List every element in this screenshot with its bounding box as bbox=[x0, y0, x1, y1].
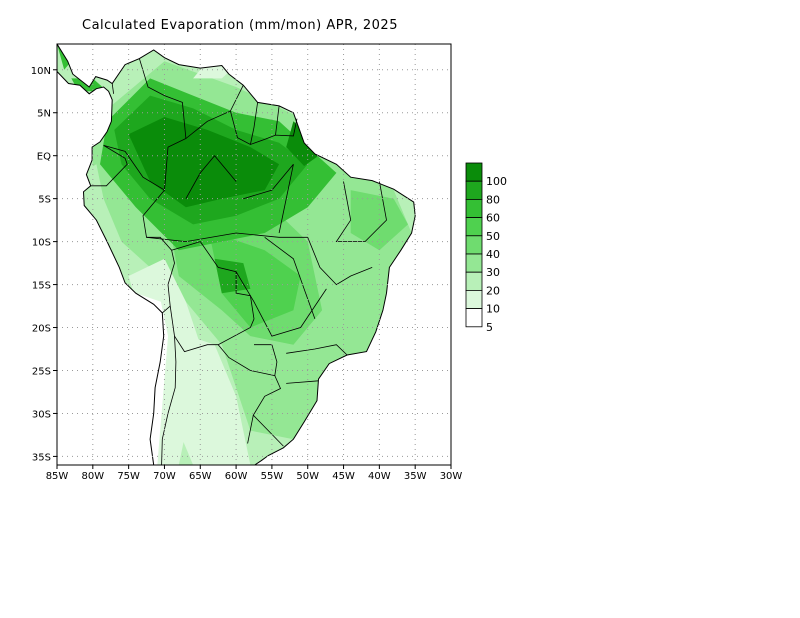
legend-swatch-20 bbox=[465, 271, 483, 291]
lat-tick-label: 15S bbox=[32, 281, 51, 292]
country-border bbox=[103, 58, 187, 191]
latitude-axis: 10N 5N EQ 5S 10S 15S 20S 25S 30S 35S bbox=[31, 66, 57, 463]
evap-zone-10 bbox=[164, 327, 251, 465]
legend-swatch-80 bbox=[465, 180, 483, 200]
lon-tick-label: 65W bbox=[189, 471, 212, 482]
lat-tick-label: 30S bbox=[32, 409, 51, 420]
country-border bbox=[264, 236, 316, 320]
lon-tick-label: 75W bbox=[117, 471, 140, 482]
legend-label-5: 5 bbox=[486, 321, 493, 334]
lat-tick-label: 35S bbox=[32, 452, 51, 463]
lon-tick-label: 80W bbox=[82, 471, 105, 482]
color-legend: 100 80 60 50 40 30 20 10 5 bbox=[465, 162, 507, 334]
lon-tick-label: 85W bbox=[46, 471, 69, 482]
legend-label-30: 30 bbox=[486, 266, 500, 279]
country-border bbox=[286, 344, 348, 356]
evap-zone-80 bbox=[214, 258, 251, 294]
legend-label-100: 100 bbox=[486, 175, 507, 188]
country-border bbox=[335, 181, 387, 242]
lon-tick-label: 60W bbox=[225, 471, 248, 482]
legend-label-20: 20 bbox=[486, 284, 500, 297]
country-border bbox=[169, 241, 255, 353]
country-border bbox=[235, 271, 327, 337]
country-border bbox=[286, 380, 319, 384]
legend-swatch-100 bbox=[465, 162, 483, 182]
lat-tick-label: 20S bbox=[32, 324, 51, 335]
land-shading bbox=[57, 44, 416, 465]
country-border bbox=[307, 237, 373, 286]
country-border bbox=[161, 336, 177, 465]
country-border bbox=[90, 145, 128, 187]
country-border bbox=[243, 164, 294, 234]
legend-swatch-60 bbox=[465, 198, 483, 218]
lon-tick-label: 35W bbox=[404, 471, 427, 482]
legend-swatch-50 bbox=[465, 217, 483, 237]
legend-label-60: 60 bbox=[486, 212, 500, 225]
map-frame bbox=[56, 43, 452, 466]
legend-label-50: 50 bbox=[486, 230, 500, 243]
legend-label-80: 80 bbox=[486, 193, 500, 206]
evaporation-fields bbox=[57, 44, 416, 465]
country-border bbox=[252, 375, 284, 447]
country-border bbox=[111, 83, 114, 94]
country-borders bbox=[90, 58, 387, 465]
country-border bbox=[275, 105, 280, 136]
country-border bbox=[250, 102, 258, 145]
longitude-axis: 85W 80W 75W 70W 65W 60W 55W 50W 45W 40W 35W 30W bbox=[46, 465, 463, 482]
country-border bbox=[185, 155, 237, 199]
lon-tick-label: 70W bbox=[153, 471, 176, 482]
country-border bbox=[146, 232, 308, 243]
legend-swatch-10 bbox=[465, 289, 483, 309]
legend-swatch-40 bbox=[465, 235, 483, 255]
country-border bbox=[247, 415, 254, 444]
evap-zone-100 bbox=[128, 117, 280, 208]
lon-tick-label: 40W bbox=[368, 471, 391, 482]
legend-label-40: 40 bbox=[486, 248, 500, 261]
map-title: Calculated Evaporation (mm/mon) APR, 202… bbox=[82, 18, 398, 33]
lon-tick-label: 45W bbox=[332, 471, 355, 482]
lat-tick-label: 5S bbox=[38, 195, 51, 206]
legend-swatch-30 bbox=[465, 253, 483, 273]
lat-tick-label: 5N bbox=[37, 109, 51, 120]
graticule bbox=[57, 44, 451, 465]
lat-tick-label: 10N bbox=[31, 66, 51, 77]
lon-tick-label: 30W bbox=[440, 471, 463, 482]
coastline bbox=[57, 44, 416, 465]
lat-tick-label: EQ bbox=[37, 152, 51, 163]
legend-label-10: 10 bbox=[486, 303, 500, 316]
legend-swatch-5 bbox=[465, 308, 483, 328]
lon-tick-label: 55W bbox=[261, 471, 284, 482]
evap-zone-40 bbox=[350, 190, 408, 251]
lat-tick-label: 10S bbox=[32, 238, 51, 249]
lat-tick-label: 25S bbox=[32, 366, 51, 377]
lon-tick-label: 50W bbox=[296, 471, 319, 482]
country-border bbox=[230, 85, 244, 112]
